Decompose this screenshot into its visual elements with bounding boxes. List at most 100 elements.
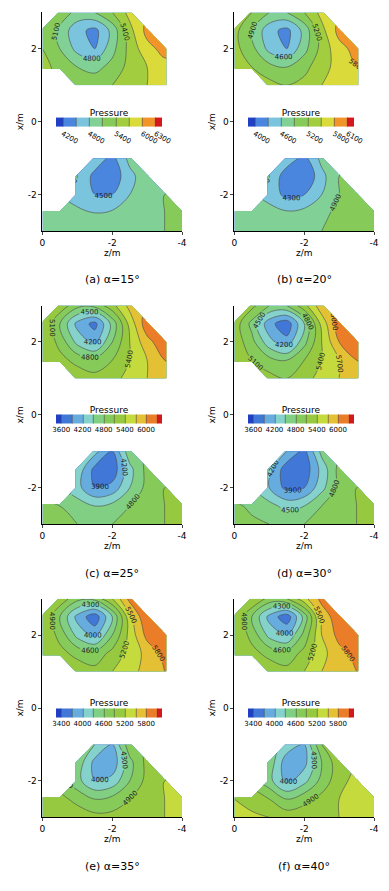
- svg-text:4600: 4600: [256, 176, 273, 195]
- svg-text:3400: 3400: [244, 720, 262, 728]
- svg-text:3400: 3400: [52, 720, 70, 728]
- svg-text:-2: -2: [28, 190, 37, 200]
- svg-text:4500: 4500: [81, 308, 99, 316]
- svg-text:4800: 4800: [86, 130, 105, 146]
- svg-text:4000: 4000: [91, 776, 109, 784]
- svg-text:5500: 5500: [123, 605, 138, 625]
- svg-text:6000: 6000: [139, 130, 158, 146]
- svg-text:-4: -4: [370, 531, 379, 541]
- svg-text:4600: 4600: [95, 720, 113, 728]
- svg-text:-4: -4: [178, 531, 187, 541]
- svg-text:0: 0: [40, 531, 46, 541]
- svg-text:(a) α=15°: (a) α=15°: [85, 273, 140, 286]
- svg-text:5100: 5100: [51, 22, 63, 41]
- svg-text:4800: 4800: [287, 426, 305, 434]
- svg-text:5200: 5200: [310, 23, 323, 42]
- svg-text:3600: 3600: [52, 426, 70, 434]
- svg-text:5500: 5500: [312, 605, 326, 625]
- svg-text:4800: 4800: [124, 493, 142, 512]
- svg-text:0: 0: [31, 117, 37, 127]
- svg-text:4200: 4200: [84, 338, 102, 346]
- svg-text:-2: -2: [108, 824, 117, 834]
- svg-text:5800: 5800: [347, 57, 366, 74]
- svg-text:0: 0: [31, 410, 37, 420]
- svg-text:4500: 4500: [95, 192, 113, 200]
- svg-text:4600: 4600: [287, 720, 305, 728]
- svg-text:z/m: z/m: [296, 834, 313, 844]
- svg-text:4800: 4800: [83, 55, 101, 63]
- svg-text:0: 0: [40, 824, 46, 834]
- svg-text:2: 2: [223, 44, 229, 54]
- svg-text:-4: -4: [370, 824, 379, 834]
- svg-text:4600: 4600: [278, 130, 297, 146]
- svg-text:-2: -2: [300, 824, 309, 834]
- svg-text:-2: -2: [300, 531, 309, 541]
- svg-text:0: 0: [232, 531, 238, 541]
- svg-text:4300: 4300: [82, 601, 100, 609]
- svg-text:0: 0: [232, 824, 238, 834]
- svg-text:4500: 4500: [57, 478, 73, 497]
- svg-text:5400: 5400: [118, 22, 131, 41]
- svg-text:4000: 4000: [276, 629, 294, 637]
- svg-text:(d) α=30°: (d) α=30°: [277, 567, 332, 580]
- svg-text:0: 0: [232, 238, 238, 248]
- svg-text:x/m: x/m: [207, 699, 217, 716]
- svg-text:0: 0: [223, 117, 229, 127]
- svg-text:5400: 5400: [116, 426, 134, 434]
- svg-text:Pressure: Pressure: [282, 698, 321, 708]
- svg-text:z/m: z/m: [104, 541, 121, 551]
- svg-text:2: 2: [31, 337, 37, 347]
- svg-text:-2: -2: [220, 190, 229, 200]
- svg-text:4200: 4200: [119, 458, 129, 477]
- svg-text:6000: 6000: [328, 312, 339, 331]
- svg-text:(f) α=40°: (f) α=40°: [278, 860, 330, 873]
- svg-text:5200: 5200: [118, 640, 131, 659]
- svg-text:x/m: x/m: [207, 113, 217, 130]
- svg-text:4900: 4900: [301, 792, 320, 809]
- svg-text:6000: 6000: [137, 426, 155, 434]
- svg-text:4200: 4200: [74, 426, 92, 434]
- svg-text:-2: -2: [108, 238, 117, 248]
- svg-text:Pressure: Pressure: [90, 405, 129, 415]
- svg-text:-2: -2: [300, 238, 309, 248]
- svg-text:4300: 4300: [309, 751, 318, 769]
- svg-text:-2: -2: [220, 483, 229, 493]
- svg-text:6100: 6100: [345, 130, 364, 146]
- svg-text:0: 0: [40, 238, 46, 248]
- svg-text:5800: 5800: [339, 644, 356, 663]
- svg-text:2: 2: [223, 337, 229, 347]
- svg-text:4900: 4900: [48, 612, 56, 630]
- svg-text:5400: 5400: [315, 352, 327, 371]
- svg-text:z/m: z/m: [104, 248, 121, 258]
- svg-text:-2: -2: [108, 531, 117, 541]
- svg-text:Pressure: Pressure: [282, 108, 321, 118]
- svg-text:5800: 5800: [137, 720, 155, 728]
- svg-text:4000: 4000: [74, 720, 92, 728]
- svg-text:4300: 4300: [283, 194, 301, 202]
- svg-text:4800: 4800: [81, 353, 99, 361]
- svg-text:5400: 5400: [113, 130, 132, 146]
- svg-text:2: 2: [31, 630, 37, 640]
- svg-text:4600: 4600: [251, 754, 263, 773]
- svg-text:4500: 4500: [252, 311, 268, 330]
- svg-text:5200: 5200: [116, 720, 134, 728]
- svg-text:4200: 4200: [265, 426, 283, 434]
- svg-text:4300: 4300: [273, 602, 291, 610]
- svg-text:Pressure: Pressure: [90, 108, 129, 118]
- svg-text:4300: 4300: [119, 751, 129, 770]
- svg-text:x/m: x/m: [15, 113, 25, 130]
- svg-text:4600: 4600: [275, 53, 293, 61]
- svg-text:5400: 5400: [308, 426, 326, 434]
- svg-text:4900: 4900: [328, 193, 343, 213]
- svg-text:4800: 4800: [61, 176, 79, 194]
- svg-text:4000: 4000: [279, 777, 297, 786]
- svg-text:2: 2: [31, 44, 37, 54]
- svg-text:6300: 6300: [153, 130, 172, 146]
- svg-text:x/m: x/m: [207, 406, 217, 423]
- svg-text:0: 0: [223, 410, 229, 420]
- svg-text:3600: 3600: [244, 426, 262, 434]
- svg-text:-4: -4: [178, 824, 187, 834]
- svg-text:5800: 5800: [329, 720, 347, 728]
- svg-text:Pressure: Pressure: [282, 405, 321, 415]
- svg-text:-4: -4: [178, 238, 187, 248]
